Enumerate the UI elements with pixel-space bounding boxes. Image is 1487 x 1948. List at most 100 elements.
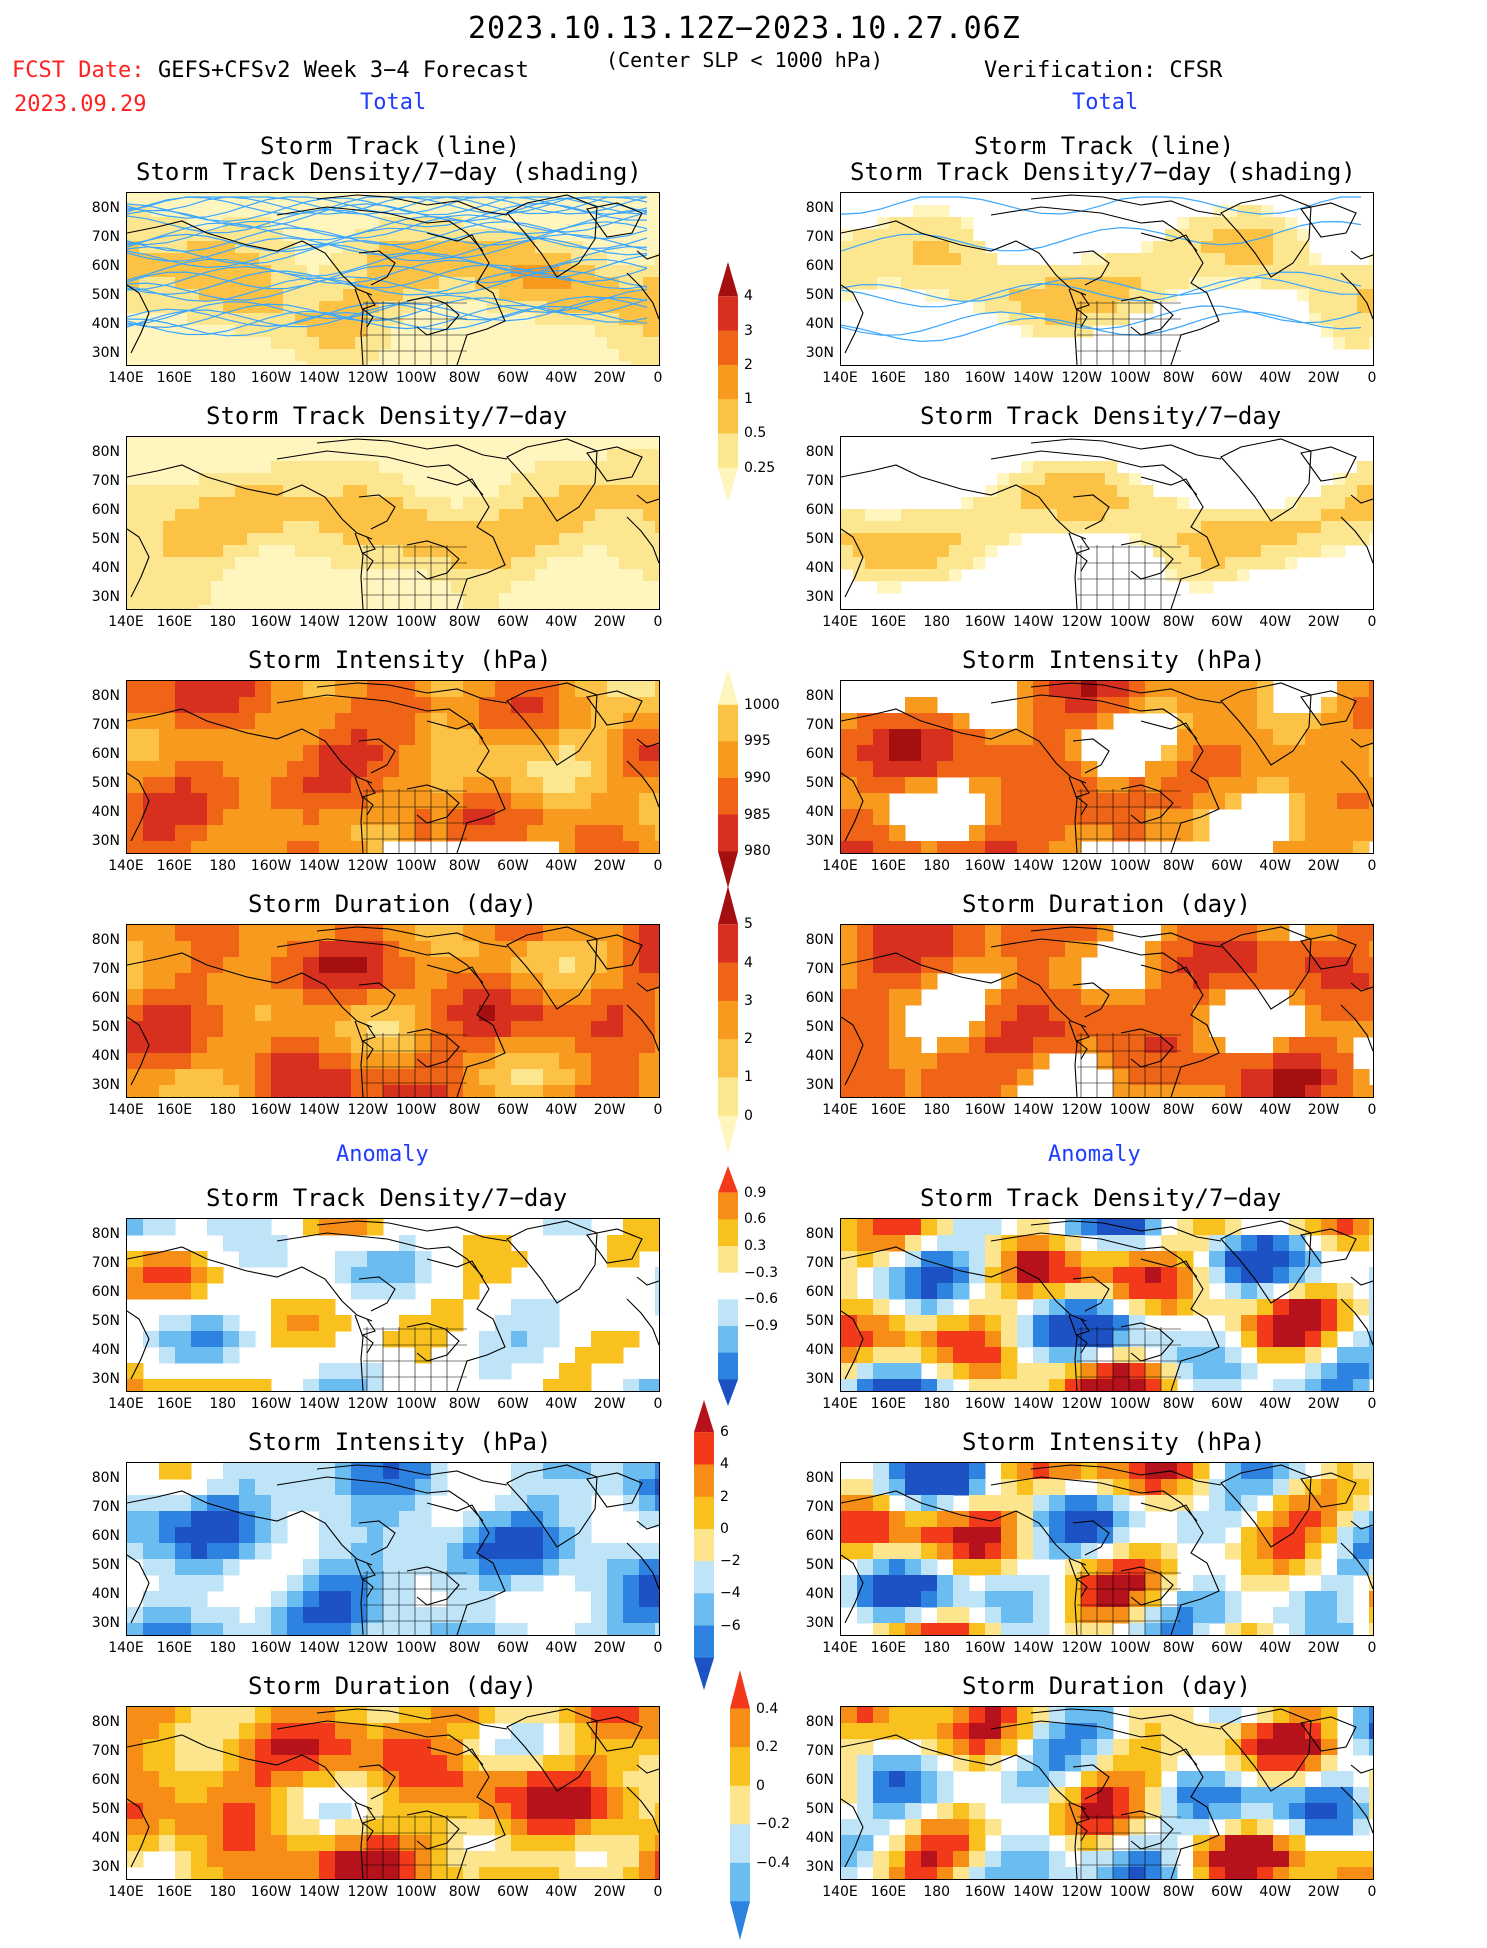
field-cell bbox=[335, 841, 352, 853]
field-cell bbox=[1305, 1251, 1322, 1268]
field-cell bbox=[511, 253, 524, 266]
field-cell bbox=[1289, 1037, 1306, 1054]
field-cell bbox=[969, 745, 986, 762]
field-cell bbox=[223, 989, 240, 1006]
field-cell bbox=[841, 1251, 858, 1268]
field-cell bbox=[1033, 325, 1046, 338]
field-cell bbox=[655, 1707, 659, 1724]
field-cell bbox=[191, 1379, 208, 1391]
field-cell bbox=[415, 509, 428, 522]
field-cell bbox=[499, 485, 512, 498]
field-cell bbox=[367, 521, 380, 534]
field-cell bbox=[1213, 265, 1226, 278]
field-cell bbox=[1369, 1479, 1373, 1496]
field-cell bbox=[913, 265, 926, 278]
field-cell bbox=[399, 1267, 416, 1284]
field-cell bbox=[399, 1511, 416, 1528]
field-cell bbox=[1017, 925, 1034, 942]
field-cell bbox=[607, 925, 624, 942]
field-cell bbox=[643, 605, 656, 609]
field-cell bbox=[873, 1053, 890, 1070]
field-cell bbox=[283, 449, 296, 462]
field-cell bbox=[487, 361, 500, 365]
field-cell bbox=[287, 1053, 304, 1070]
field-cell bbox=[271, 1623, 288, 1635]
field-cell bbox=[1193, 1463, 1210, 1480]
field-cell bbox=[591, 989, 608, 1006]
field-cell bbox=[223, 1623, 240, 1635]
field-cell bbox=[331, 349, 344, 362]
field-cell bbox=[1337, 1085, 1354, 1097]
field-cell bbox=[873, 1607, 890, 1624]
field-cell bbox=[639, 1069, 656, 1086]
field-cell bbox=[1177, 1251, 1194, 1268]
field-cell bbox=[913, 229, 926, 242]
field-cell bbox=[921, 1379, 938, 1391]
field-cell bbox=[901, 545, 914, 558]
field-cell bbox=[511, 1623, 528, 1635]
field-cell bbox=[607, 361, 620, 365]
field-cell bbox=[303, 1053, 320, 1070]
field-cell bbox=[655, 1379, 659, 1391]
field-cell bbox=[1337, 1315, 1354, 1332]
field-cell bbox=[143, 681, 160, 698]
field-cell bbox=[463, 1543, 480, 1560]
field-cell bbox=[127, 1495, 144, 1512]
field-cell bbox=[303, 697, 320, 714]
field-cell bbox=[415, 569, 428, 582]
field-cell bbox=[343, 337, 356, 350]
field-cell bbox=[1001, 1463, 1018, 1480]
field-cell bbox=[1257, 941, 1274, 958]
field-cell bbox=[451, 521, 464, 534]
field-cell bbox=[211, 581, 224, 594]
field-cell bbox=[127, 485, 140, 498]
field-cell bbox=[559, 449, 572, 462]
field-cell bbox=[1033, 1053, 1050, 1070]
field-cell bbox=[1177, 521, 1190, 534]
field-cell bbox=[1309, 509, 1322, 522]
field-cell bbox=[937, 1267, 954, 1284]
field-cell bbox=[1321, 1235, 1338, 1252]
field-cell bbox=[283, 473, 296, 486]
field-cell bbox=[191, 1085, 208, 1097]
field-cell bbox=[511, 1069, 528, 1086]
field-cell bbox=[571, 449, 584, 462]
field-cell bbox=[335, 729, 352, 746]
field-cell bbox=[391, 521, 404, 534]
title-r3: Storm Intensity (hPa) bbox=[962, 648, 1265, 672]
field-cell bbox=[1049, 825, 1066, 842]
field-cell bbox=[175, 1495, 192, 1512]
field-cell bbox=[583, 521, 596, 534]
field-cell bbox=[985, 1591, 1002, 1608]
field-cell bbox=[303, 745, 320, 762]
field-cell bbox=[841, 1331, 858, 1348]
field-cell bbox=[1145, 1379, 1162, 1391]
field-cell bbox=[873, 1575, 890, 1592]
field-cell bbox=[271, 1037, 288, 1054]
field-cell bbox=[447, 941, 464, 958]
field-cell bbox=[1321, 729, 1338, 746]
field-cell bbox=[1257, 1463, 1274, 1480]
field-cell bbox=[937, 1219, 954, 1236]
field-cell bbox=[271, 361, 284, 365]
field-cell bbox=[207, 1723, 224, 1740]
field-cell bbox=[511, 1053, 528, 1070]
lon-label: 160E bbox=[157, 1640, 193, 1656]
field-cell bbox=[1033, 1575, 1050, 1592]
field-cell bbox=[1257, 1479, 1274, 1496]
field-cell bbox=[655, 1591, 659, 1608]
field-cell bbox=[511, 545, 524, 558]
field-cell bbox=[499, 605, 512, 609]
field-cell bbox=[223, 973, 240, 990]
field-cell bbox=[151, 437, 164, 450]
field-cell bbox=[175, 941, 192, 958]
field-cell bbox=[905, 1363, 922, 1380]
field-cell bbox=[937, 1591, 954, 1608]
field-cell bbox=[1305, 1331, 1322, 1348]
field-cell bbox=[239, 745, 256, 762]
field-cell bbox=[583, 593, 596, 606]
field-cell bbox=[1201, 581, 1214, 594]
field-cell bbox=[191, 1707, 208, 1724]
field-cell bbox=[343, 289, 356, 302]
field-cell bbox=[223, 509, 236, 522]
